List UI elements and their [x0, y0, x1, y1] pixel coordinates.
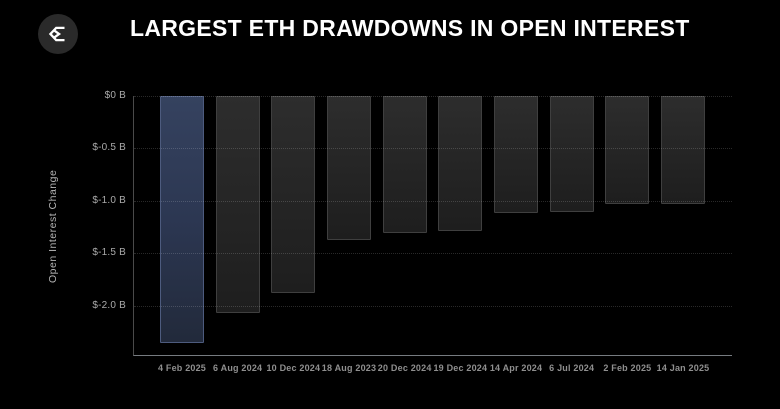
x-tick-label: 18 Aug 2023 — [321, 363, 377, 373]
x-tick-label: 10 Dec 2024 — [266, 363, 321, 373]
x-tick-label: 20 Dec 2024 — [377, 363, 432, 373]
x-tick-label: 19 Dec 2024 — [433, 363, 488, 373]
x-tick-label: 6 Jul 2024 — [549, 363, 595, 373]
y-tick-label: $0 B — [104, 89, 126, 101]
bar-2-feb-2025[interactable] — [605, 96, 650, 204]
y-tick-label: $-0.5 B — [92, 142, 126, 154]
bar-14-jan-2025[interactable] — [661, 96, 706, 204]
x-tick-label: 14 Jan 2025 — [656, 363, 710, 373]
y-axis-title: Open Interest Change — [47, 169, 59, 283]
bar-4-feb-2025[interactable] — [160, 96, 204, 344]
y-tick-label: $-1.5 B — [92, 247, 126, 259]
sigma-diamond-icon — [48, 26, 65, 42]
x-tick-label: 14 Apr 2024 — [489, 363, 543, 373]
bar-6-aug-2024[interactable] — [215, 96, 260, 314]
x-tick-label: 4 Feb 2025 — [157, 363, 207, 373]
y-tick-label: $-1.0 B — [92, 194, 126, 206]
y-tick-label: $-2.0 B — [92, 299, 126, 311]
bar-20-dec-2024[interactable] — [382, 96, 427, 234]
bar-18-aug-2023[interactable] — [327, 96, 371, 240]
bar-19-dec-2024[interactable] — [438, 96, 483, 232]
bar-14-apr-2024[interactable] — [494, 96, 539, 214]
bar-6-jul-2024[interactable] — [549, 96, 594, 213]
x-tick-label: 2 Feb 2025 — [603, 363, 652, 373]
bar-10-dec-2024[interactable] — [271, 96, 316, 294]
plot-area: 4 Feb 2025 6 Aug 2024 10 Dec 2024 18 Aug 20… — [92, 90, 732, 373]
page-title: LARGEST ETH DRAWDOWNS IN OPEN INTEREST — [130, 15, 690, 41]
x-tick-label: 6 Aug 2024 — [213, 363, 263, 373]
brand-logo[interactable] — [38, 14, 78, 54]
